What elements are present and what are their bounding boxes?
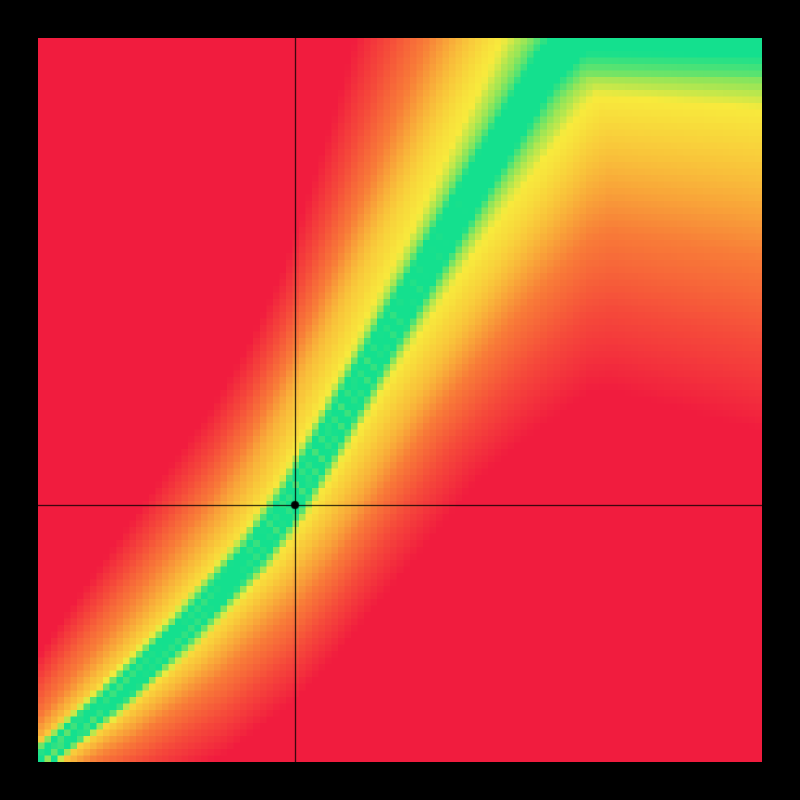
crosshair-overlay	[38, 38, 762, 762]
chart-container: TheBottleneck.com	[0, 0, 800, 800]
watermark-text: TheBottleneck.com	[567, 4, 788, 32]
